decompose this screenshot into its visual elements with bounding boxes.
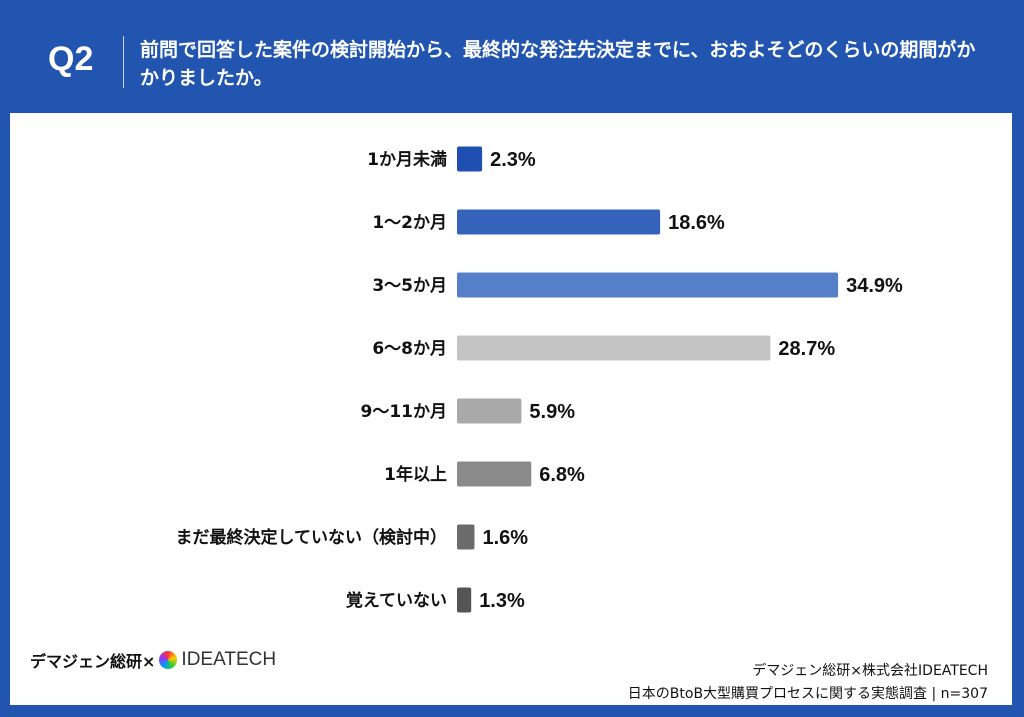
bar [457, 209, 661, 235]
category-label: 6〜8か月 [372, 339, 447, 359]
value-label: 1.6% [482, 527, 528, 549]
category-label: 1か月未満 [367, 149, 447, 170]
question-text: 前問で回答した案件の検討開始から、最終的な発注先決定までに、おおよそどのくらいの… [140, 39, 976, 89]
bar [457, 335, 771, 361]
bar [457, 146, 483, 172]
value-label: 28.7% [778, 338, 835, 360]
header-divider [123, 36, 124, 88]
category-label: 3〜5か月 [372, 276, 447, 296]
value-label: 34.9% [846, 275, 903, 297]
bar [457, 524, 475, 550]
footer-logo: デマジェン総研× IDEATECH [30, 648, 276, 672]
logo-brand: IDEATECH [181, 649, 277, 670]
value-label: 5.9% [529, 401, 575, 423]
ideatech-logo-icon [159, 651, 178, 669]
question-number: Q2 [48, 40, 94, 78]
bar [457, 461, 532, 487]
category-label: まだ最終決定していない（検討中） [176, 527, 448, 548]
value-label: 18.6% [668, 212, 725, 234]
credit: デマジェン総研×株式会社IDEATECH 日本のBtoB大型購買プロセスに関する… [628, 660, 988, 706]
logo-text: デマジェン総研× [30, 652, 156, 671]
credit-line-2: 日本のBtoB大型購買プロセスに関する実態調査 | n=307 [627, 686, 988, 702]
value-label: 6.8% [539, 464, 585, 486]
category-label: 9〜11か月 [361, 402, 448, 422]
category-label: 覚えていない [346, 590, 447, 611]
value-label: 2.3% [490, 149, 536, 171]
bar [457, 587, 472, 613]
category-label: 1〜2か月 [372, 213, 447, 233]
credit-line-1: デマジェン総研×株式会社IDEATECH [752, 663, 988, 679]
category-label: 1年以上 [384, 464, 447, 485]
bar [457, 398, 522, 424]
bar [457, 272, 839, 298]
value-label: 1.3% [479, 590, 525, 612]
